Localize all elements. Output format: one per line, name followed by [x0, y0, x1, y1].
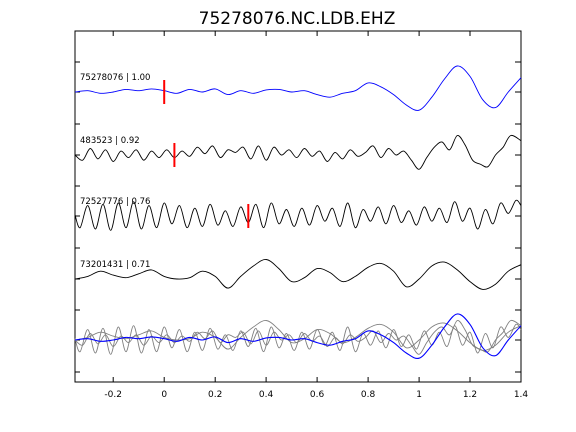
- pick-markers: [163, 80, 250, 228]
- x-tick-label: 1.2: [463, 390, 477, 400]
- overlay-trace-gray: [74, 320, 522, 351]
- x-axis-tick-labels: -0.2 0 0.2 0.4 0.6 0.8 1 1.2 1.4: [104, 390, 528, 400]
- overlay-trace-reference: [74, 313, 522, 360]
- trace-line: [74, 134, 522, 170]
- x-tick-label: 0.2: [208, 390, 222, 400]
- trace-line: [74, 65, 522, 111]
- x-axis-ticks: [112, 31, 522, 382]
- trace-label: 73201431 | 0.71: [80, 260, 150, 270]
- trace-label: 75278076 | 1.00: [80, 73, 150, 83]
- trace-labels: 75278076 | 1.00 483523 | 0.92 72527776 | 0…: [80, 73, 150, 270]
- trace-line: [74, 259, 522, 290]
- plot-frame: [74, 30, 522, 383]
- x-tick-label: 0.8: [361, 390, 376, 400]
- trace-line: [74, 199, 522, 231]
- x-tick-label: 0.4: [259, 390, 274, 400]
- trace-stack: [74, 65, 522, 290]
- overlay-traces: [74, 313, 522, 360]
- trace-label: 72527776 | 0.76: [80, 197, 150, 207]
- x-tick-label: -0.2: [104, 390, 122, 400]
- x-tick-label: 1: [416, 390, 422, 400]
- x-tick-label: 0: [161, 390, 167, 400]
- chart-title: 75278076.NC.LDB.EHZ: [199, 9, 396, 29]
- trace-label: 483523 | 0.92: [80, 136, 140, 146]
- overlay-trace-gray: [74, 323, 522, 355]
- overlay-trace-gray: [74, 319, 522, 355]
- x-tick-label: 1.4: [514, 390, 529, 400]
- x-tick-label: 0.6: [310, 390, 325, 400]
